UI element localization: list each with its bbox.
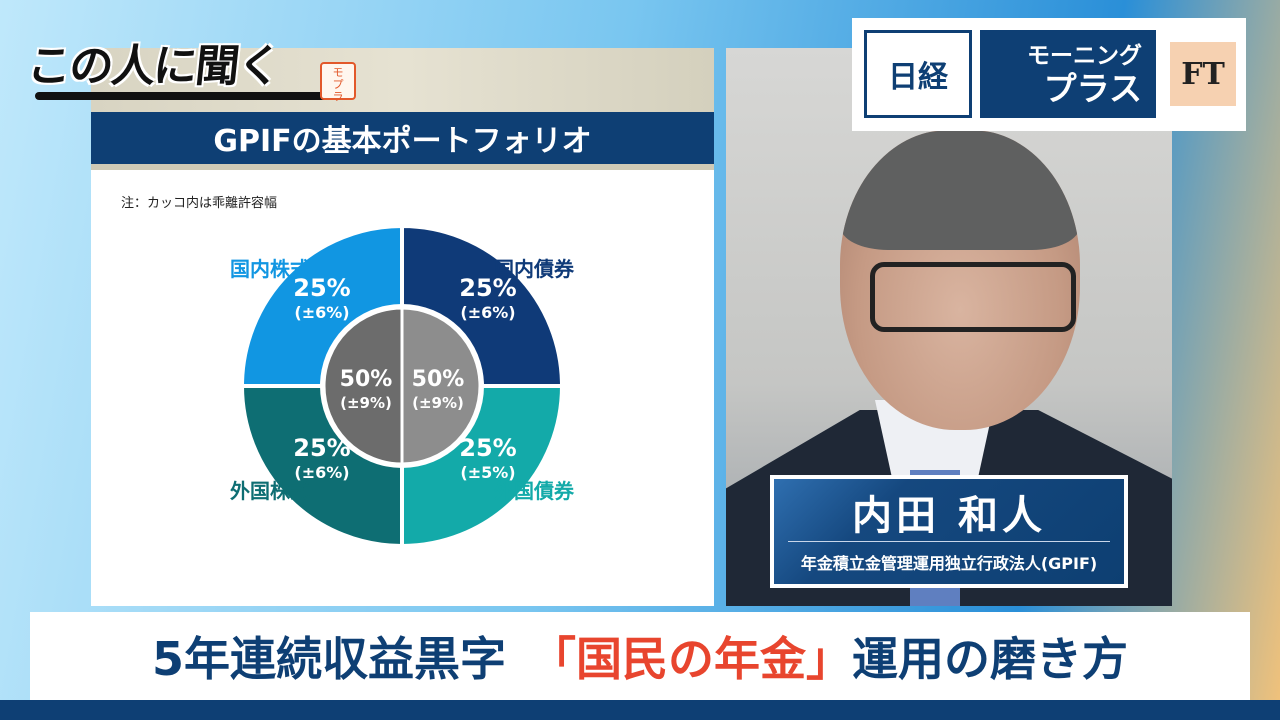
- pie-chart: 国内株式25%(±6%)国内債券25%(±6%)外国債券25%(±5%)外国株式…: [230, 223, 575, 549]
- seal-stamp: モプラ: [320, 62, 356, 103]
- guest-hair: [840, 130, 1080, 250]
- slice-label: 国内債券: [494, 257, 575, 281]
- headline-part1: 5年連続収益黒字: [151, 632, 506, 686]
- pie-slice-inner: [322, 306, 404, 466]
- program-logo: 日経 モーニング プラス FT: [852, 18, 1246, 131]
- logo-plus: プラス: [1043, 69, 1142, 108]
- guest-head: [840, 130, 1080, 430]
- slice-range: (±6%): [294, 463, 349, 482]
- morning-plus-logo: モーニング プラス: [980, 30, 1156, 118]
- chart-title: GPIFの基本ポートフォリオ: [91, 112, 714, 170]
- slice-range: (±6%): [460, 303, 515, 322]
- bottom-strip: [0, 700, 1280, 720]
- slice-value: 25%: [293, 274, 350, 302]
- guest-organization: 年金積立金管理運用独立行政法人(GPIF): [800, 554, 1098, 573]
- slice-label: 外国株式: [230, 479, 310, 503]
- inner-value: 50%: [340, 367, 393, 392]
- chart-panel: GPIFの基本ポートフォリオ 注：カッコ内は乖離許容幅 国内株式 25% (±6%)…: [91, 48, 714, 606]
- chart-note: 注：カッコ内は乖離許容幅: [121, 196, 278, 211]
- inner-value: 50%: [412, 367, 465, 392]
- brush-stroke: [35, 92, 335, 100]
- inner-range: (±9%): [412, 394, 464, 412]
- panel-texture: [91, 48, 714, 112]
- logo-morning: モーニング: [1027, 43, 1142, 69]
- nikkei-logo: 日経: [864, 30, 972, 118]
- slice-label: 外国債券: [494, 479, 575, 503]
- slice-value: 25%: [459, 434, 516, 462]
- name-plate: 内田 和人 年金積立金管理運用独立行政法人(GPIF): [770, 475, 1128, 588]
- pie-slice-inner: [400, 306, 482, 466]
- slice-label: 国内株式: [230, 257, 310, 281]
- divider: [788, 541, 1110, 542]
- headline-part2: 「国民の年金」: [530, 632, 852, 686]
- slice-value: 25%: [459, 274, 516, 302]
- headline-banner: 5年連続収益黒字 「国民の年金」 運用の磨き方: [30, 612, 1250, 700]
- ft-logo: FT: [1170, 42, 1236, 106]
- guest-glasses: [870, 262, 1076, 332]
- show-title: この人に聞く: [24, 41, 283, 92]
- guest-name: 内田 和人: [852, 493, 1046, 539]
- headline-part3: 運用の磨き方: [852, 632, 1128, 686]
- slice-range: (±6%): [294, 303, 349, 322]
- inner-range: (±9%): [340, 394, 392, 412]
- slice-range: (±5%): [460, 463, 515, 482]
